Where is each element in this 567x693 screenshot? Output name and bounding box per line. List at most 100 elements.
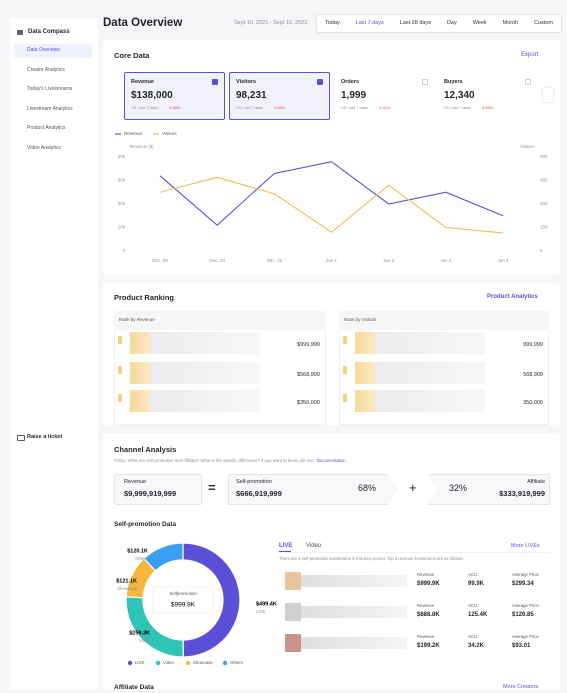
product-blur: [375, 390, 485, 412]
revenue-value: $9,999,919,999: [124, 489, 177, 498]
metric-card[interactable]: [124, 72, 225, 120]
sidebar-item[interactable]: Creator Analytics: [27, 67, 65, 73]
affiliate-value: $333,919,999: [499, 489, 545, 498]
metric-card[interactable]: [437, 72, 538, 120]
rank-value: $350,000: [297, 400, 320, 406]
filter-button[interactable]: Custom: [533, 20, 553, 27]
col-value: $93.01: [512, 643, 531, 649]
col-label: ACU: [468, 634, 478, 639]
metric-card[interactable]: [229, 72, 330, 120]
product-thumb: [355, 332, 375, 354]
rank-value: 350,000: [523, 400, 543, 406]
product-thumb: [130, 362, 150, 384]
sidebar-item[interactable]: Livestream Analytics: [27, 106, 73, 112]
section-title: Channel Analysis: [114, 445, 177, 454]
next-arrow: [543, 88, 553, 102]
metric-value: 12,340: [444, 90, 475, 101]
rank-header-bg: [339, 311, 549, 330]
live-thumb: [285, 572, 301, 590]
affiliate-label: Affiliate: [527, 479, 545, 485]
sidebar: [10, 18, 98, 690]
metric-label: Orders: [341, 79, 360, 85]
live-blur: [301, 637, 407, 649]
tab[interactable]: LIVE: [279, 543, 293, 549]
metric-compare: VS Last 7 days: [444, 105, 471, 110]
subsection-title: Affiliate Data: [114, 684, 154, 691]
col-value: $999.9K: [417, 581, 440, 587]
subsection-title: Self-promotion Data: [114, 521, 177, 528]
metric-compare: VS Last 7 days: [236, 105, 263, 110]
sidebar-item[interactable]: Data Overview: [27, 47, 60, 53]
raise-ticket[interactable]: Raise a ticket: [27, 434, 63, 440]
rank-header-bg: [114, 311, 326, 330]
rank-value: 999,999: [523, 342, 543, 348]
product-blur: [375, 362, 485, 384]
product-thumb: [130, 332, 150, 354]
date-range[interactable]: Sept 10, 2021 - Sept 16, 2021: [234, 20, 308, 26]
col-value: 34.2K: [468, 643, 485, 649]
metric-card[interactable]: [334, 72, 435, 120]
tip: Tricky: What are self-promotion and Affi…: [114, 458, 346, 463]
product-analytics-link[interactable]: Product Analytics: [487, 294, 538, 300]
sidebar-item[interactable]: Today's Livestreams: [27, 86, 73, 92]
metric-label: Revenue: [131, 79, 154, 85]
rank-badge: [118, 394, 122, 402]
metric-value: $138,000: [131, 90, 173, 101]
col-value: $299.34: [512, 581, 534, 587]
col-label: ACU: [468, 603, 478, 608]
sidebar-icon: [17, 30, 23, 35]
product-thumb: [355, 390, 375, 412]
filter-button[interactable]: Day: [446, 20, 457, 27]
filter-button[interactable]: Today: [324, 20, 340, 27]
sidebar-title: Data Compass: [28, 29, 70, 35]
self-share: 68%: [358, 483, 377, 493]
metric-change: 0.08%: [169, 105, 181, 110]
sidebar-active-bg: [14, 44, 92, 58]
metric-value: 1,999: [341, 90, 367, 101]
filter-button[interactable]: Last 7 days: [355, 20, 384, 27]
checkbox: [525, 79, 531, 85]
metric-change: 0.99%: [482, 105, 494, 110]
product-blur: [150, 332, 260, 354]
page-title: Data Overview: [103, 17, 183, 29]
product-blur: [150, 390, 260, 412]
affiliate-share: 32%: [449, 483, 468, 493]
ticket-icon: [17, 435, 25, 441]
sidebar-item[interactable]: Product Analytics: [27, 125, 66, 131]
metric-compare: VS Last 7 days: [131, 105, 158, 110]
product-blur: [375, 332, 485, 354]
rank-header: Rank by Revenue: [119, 317, 155, 322]
note: There are 6 self-promotion livestreams i…: [279, 556, 464, 561]
metric-label: Visitors: [236, 79, 257, 85]
metric-change: 0.09%: [274, 105, 286, 110]
plus: +: [409, 480, 417, 495]
self-box: [228, 474, 398, 505]
filter-button[interactable]: Month: [502, 20, 518, 27]
section-title: Product Ranking: [114, 293, 175, 302]
filter-button[interactable]: Last 28 days: [399, 20, 431, 27]
sidebar-item[interactable]: Video Analytics: [27, 145, 61, 151]
col-value: $888.8K: [417, 612, 440, 618]
col-label: Average Price: [512, 634, 539, 639]
export-link[interactable]: Export: [521, 52, 539, 58]
self-label: Self-promotion: [236, 479, 272, 485]
col-label: ACU: [468, 572, 478, 577]
metric-label: Buyers: [444, 79, 463, 85]
doc-link[interactable]: Documentation: [316, 458, 346, 463]
rank-badge: [343, 336, 347, 344]
prev-arrow: [113, 90, 117, 98]
more-lives-link[interactable]: More LIVEs: [511, 543, 540, 549]
metric-value: 98,231: [236, 90, 267, 101]
tab[interactable]: Video: [306, 543, 322, 549]
col-value: $199.2K: [417, 643, 440, 649]
rank-badge: [118, 366, 122, 374]
checkbox: [317, 79, 323, 85]
rank-badge: [343, 394, 347, 402]
live-blur: [301, 575, 407, 587]
col-label: Revenue: [417, 634, 435, 639]
col-value: $126.85: [512, 612, 534, 618]
rank-badge: [118, 336, 122, 344]
filter-button[interactable]: Week: [472, 20, 487, 27]
more-creators-link[interactable]: More Creators: [503, 684, 539, 690]
section-title: Core Data: [114, 51, 150, 60]
